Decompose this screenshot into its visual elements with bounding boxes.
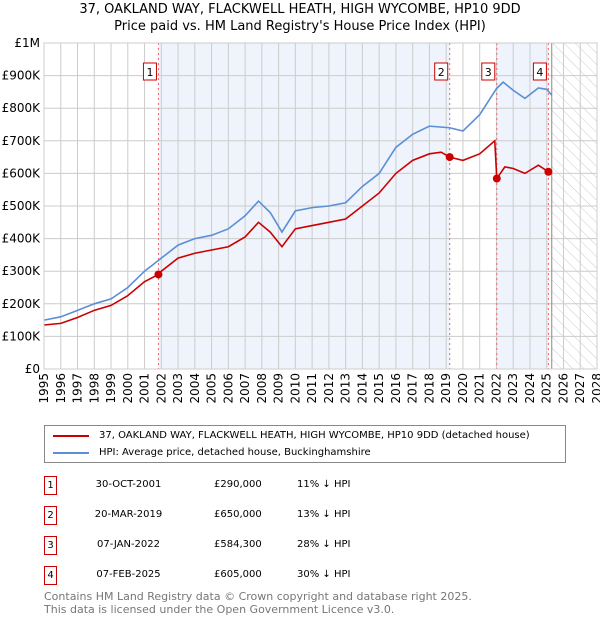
x-tick-label: 2012	[322, 373, 336, 404]
sale-label-number: 4	[536, 66, 543, 79]
sale-number: 3	[44, 536, 57, 555]
sale-date: 07-JAN-2022	[96, 539, 161, 550]
x-tick-label: 1999	[104, 373, 118, 404]
sale-point	[154, 270, 163, 279]
x-tick-label: 2010	[288, 373, 302, 404]
x-tick-label: 2014	[355, 373, 369, 404]
legend-swatch-property	[53, 434, 89, 437]
x-tick-label: 1997	[71, 373, 85, 404]
x-tick-label: 2021	[473, 373, 487, 404]
x-tick-label: 2001	[138, 373, 152, 404]
y-tick-label: £1M	[14, 36, 40, 50]
x-tick-label: 2027	[573, 373, 587, 404]
sale-hpi-diff: 30% ↓ HPI	[297, 569, 351, 580]
x-tick-label: 2013	[339, 373, 353, 404]
x-tick-label: 2008	[255, 373, 269, 404]
y-tick-label: £500K	[2, 199, 42, 213]
x-tick-label: 2019	[439, 373, 453, 404]
x-tick-label: 2009	[272, 373, 286, 404]
x-tick-label: 2004	[188, 373, 202, 404]
sale-label-box	[142, 62, 157, 81]
x-tick-label: 2020	[456, 373, 470, 404]
x-tick-label: 2015	[372, 373, 386, 404]
x-tick-label: 1996	[54, 373, 68, 404]
x-tick-label: 2011	[305, 373, 319, 404]
sale-label-number: 1	[146, 66, 153, 79]
plot-frame	[43, 42, 598, 370]
sale-hpi-diff: 28% ↓ HPI	[297, 539, 351, 550]
sale-date: 20-MAR-2019	[94, 509, 163, 520]
x-tick-label: 2018	[422, 373, 436, 404]
y-tick-label: £300K	[2, 264, 42, 278]
price-chart: 1995 1996 1997 1998 1999 2000 2001 2002 2003 2004…	[2, 36, 600, 404]
sale-hpi-diff: 13% ↓ HPI	[297, 509, 351, 520]
y-tick-label: £100K	[2, 329, 42, 343]
sale-price: £290,000	[214, 479, 262, 490]
x-tick-label: 2022	[489, 373, 503, 404]
sale-price: £584,300	[214, 539, 262, 550]
x-tick-label: 2025	[540, 373, 554, 404]
y-tick-label: £900K	[2, 69, 42, 83]
x-tick-label: 1995	[37, 373, 51, 404]
x-tick-label: 2002	[154, 373, 168, 404]
sale-number: 4	[44, 566, 57, 585]
sale-label-number: 3	[485, 66, 492, 79]
x-tick-label: 2006	[221, 373, 235, 404]
footer-line-1: Contains HM Land Registry data © Crown c…	[44, 590, 472, 603]
x-tick-label: 2017	[406, 373, 420, 404]
x-tick-label: 1998	[87, 373, 101, 404]
hpi-line	[43, 81, 553, 321]
sale-hpi-diff: 11% ↓ HPI	[297, 479, 351, 490]
legend-swatch-hpi	[53, 451, 89, 454]
legend: 37, OAKLAND WAY, FLACKWELL HEATH, HIGH W…	[44, 425, 566, 463]
x-tick-label: 2000	[121, 373, 135, 404]
sale-date: 07-FEB-2025	[96, 569, 161, 580]
footer-line-2: This data is licensed under the Open Gov…	[44, 603, 395, 616]
x-tick-label: 2024	[523, 373, 537, 404]
y-tick-label: £600K	[2, 166, 42, 180]
y-tick-label: £200K	[2, 297, 42, 311]
sale-point	[544, 167, 553, 176]
x-tick-label: 2016	[389, 373, 403, 404]
sale-number: 1	[44, 476, 57, 495]
sale-label-box	[532, 62, 547, 81]
y-tick-label: £0	[25, 362, 40, 376]
sale-label-number: 2	[438, 66, 445, 79]
property-price-line	[43, 139, 553, 326]
x-tick-label: 2003	[171, 373, 185, 404]
sale-label-box	[434, 62, 449, 81]
sale-date: 30-OCT-2001	[95, 479, 162, 490]
x-tick-label: 2026	[556, 373, 570, 404]
legend-label-hpi: HPI: Average price, detached house, Buck…	[99, 447, 371, 458]
x-tick-label: 2005	[205, 373, 219, 404]
x-tick-label: 2007	[238, 373, 252, 404]
y-tick-label: £400K	[2, 232, 42, 246]
chart-title: 37, OAKLAND WAY, FLACKWELL HEATH, HIGH W…	[79, 2, 521, 17]
sale-price: £605,000	[214, 569, 262, 580]
x-tick-label: 2028	[590, 373, 600, 404]
sale-price: £650,000	[214, 509, 262, 520]
legend-label-property: 37, OAKLAND WAY, FLACKWELL HEATH, HIGH W…	[99, 430, 530, 441]
y-tick-label: £800K	[2, 101, 42, 115]
sale-point	[492, 174, 501, 183]
sale-label-box	[481, 62, 496, 81]
x-tick-label: 2023	[506, 373, 520, 404]
sale-number: 2	[44, 506, 57, 525]
sale-point	[445, 153, 454, 162]
y-tick-label: £700K	[2, 134, 42, 148]
chart-subtitle: Price paid vs. HM Land Registry's House …	[114, 19, 486, 34]
